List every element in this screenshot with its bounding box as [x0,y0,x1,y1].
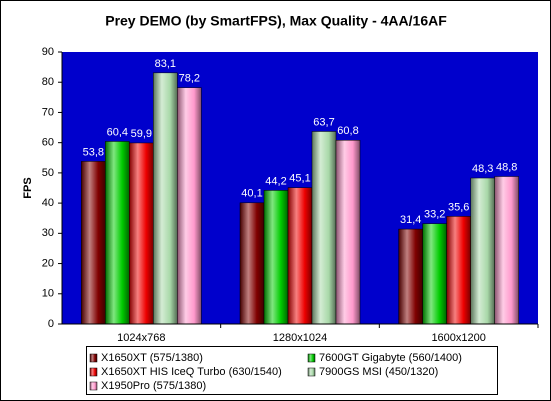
x-tick-label: 1600x1200 [431,332,485,344]
bar [470,177,495,325]
x-tick-label: 1024x768 [117,332,165,344]
legend-label: 7600GT Gigabyte (560/1400) [319,352,462,364]
legend-swatch [307,353,316,363]
value-label: 48,8 [496,161,517,173]
value-label: 60,4 [107,126,128,138]
legend-swatch [89,353,98,363]
legend [86,346,498,395]
bar [105,141,130,325]
y-tick-label: 30 [42,227,54,239]
value-label: 63,7 [313,116,334,128]
legend-swatch [307,367,316,377]
value-label: 48,3 [472,163,493,175]
value-label: 45,1 [289,173,310,185]
bar [263,190,289,325]
legend-label: X1650XT HIS IceQ Turbo (630/1540) [101,366,282,378]
y-tick-label: 70 [42,106,54,118]
bar [398,228,423,325]
bar [287,187,313,325]
value-label: 60,8 [337,125,358,137]
legend-label: X1650XT (575/1380) [101,352,203,364]
bar [239,202,265,325]
value-label: 31,4 [400,214,421,226]
bar [311,131,337,325]
bar [335,139,361,325]
legend-swatch [89,381,98,391]
y-tick-label: 50 [42,167,54,179]
y-tick-label: 20 [42,257,54,269]
y-tick-label: 0 [48,318,54,330]
legend-label: 7900GS MSI (450/1320) [319,366,438,378]
y-tick-label: 60 [42,137,54,149]
legend-label: X1950Pro (575/1380) [101,380,206,392]
y-tick-label: 90 [42,46,54,58]
value-label: 40,1 [241,188,262,200]
bar [177,87,202,325]
value-label: 44,2 [265,175,286,187]
y-tick-label: 40 [42,197,54,209]
value-label: 33,2 [424,209,445,221]
bar [422,223,447,325]
bar [129,142,154,325]
bar [494,176,519,325]
value-label: 78,2 [179,73,200,85]
x-tick-label: 1280x1024 [273,332,327,344]
chart-title: Prey DEMO (by SmartFPS), Max Quality - 4… [105,13,447,29]
value-label: 35,6 [448,201,469,213]
value-label: 83,1 [155,58,176,70]
y-axis-title: FPS [22,177,34,198]
legend-swatch [89,367,98,377]
y-tick-label: 10 [42,288,54,300]
bar [153,72,178,325]
bar [81,161,106,325]
bar [446,216,471,325]
value-label: 59,9 [131,128,152,140]
y-tick-label: 80 [42,76,54,88]
value-label: 53,8 [83,146,104,158]
